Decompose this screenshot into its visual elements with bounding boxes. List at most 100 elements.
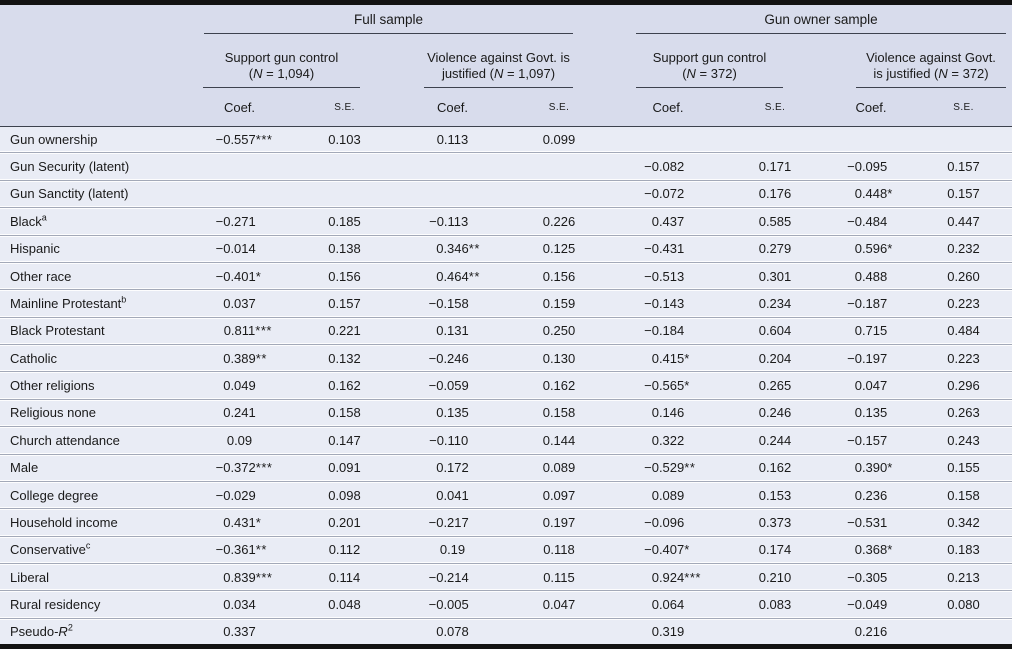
cell-value: 0.431 * xyxy=(223,514,262,530)
row-separator-line xyxy=(0,617,1012,619)
coef-cell: 0.19 xyxy=(400,542,505,557)
cell-value: 0.158 xyxy=(328,405,361,421)
cell-value: −0.484 xyxy=(847,213,888,229)
cell-value: 0.488 xyxy=(854,268,888,284)
se-cell: 0.118 xyxy=(505,542,613,557)
coef-cell: 0.337 xyxy=(190,624,289,639)
coef-cell: 0.437 xyxy=(613,214,723,229)
cell-value: 0.232 xyxy=(947,241,980,257)
significance-stars: ** xyxy=(468,241,480,257)
cell-value: 0.448 * xyxy=(854,186,893,202)
se-cell: 0.158 xyxy=(915,488,1012,503)
cell-value: 0.415 * xyxy=(651,350,690,366)
row-separator-line xyxy=(0,398,1012,400)
label-segment: Pseudo- xyxy=(10,624,59,640)
se-cell: 0.158 xyxy=(505,405,613,420)
se-cell: 0.097 xyxy=(505,488,613,503)
se-cell: 0.099 xyxy=(505,132,613,147)
cell-value: 0.201 xyxy=(328,514,361,530)
subgroup-header-line: is justified (N = 372) xyxy=(856,66,1006,82)
row-label: Pseudo-R2 xyxy=(0,623,190,640)
cell-value: 0.135 xyxy=(854,405,888,421)
cell-value: −0.197 xyxy=(847,350,888,366)
cell-value: −0.157 xyxy=(847,432,888,448)
label-segment: Gun Security (latent) xyxy=(10,159,130,175)
coef-cell: 0.135 xyxy=(400,405,505,420)
group-header: Gun owner sample xyxy=(636,5,1006,34)
coef-cell: 0.049 xyxy=(190,378,289,393)
se-cell: 0.246 xyxy=(723,405,827,420)
cell-value: 0.157 xyxy=(947,159,980,175)
row-separator xyxy=(0,452,1012,456)
cell-value: 0.091 xyxy=(328,460,361,476)
label-segment: College degree xyxy=(10,487,99,503)
significance-stars: * xyxy=(255,514,262,530)
row-separator-line xyxy=(0,480,1012,482)
coef-cell: 0.448 * xyxy=(827,186,915,201)
row-label: Liberal xyxy=(0,570,190,585)
cell-value: −0.565 * xyxy=(644,378,690,394)
cell-value: 0.223 xyxy=(947,350,980,366)
cell-value: 0.162 xyxy=(758,460,792,476)
coef-cell: 0.089 xyxy=(613,488,723,503)
coef-cell: −0.143 xyxy=(613,296,723,311)
label-segment: Violence against Govt. is xyxy=(427,50,570,65)
coef-cell: 0.037 xyxy=(190,296,289,311)
coef-cell: −0.214 xyxy=(400,570,505,585)
significance-stars: ** xyxy=(255,350,267,366)
se-cell: 0.244 xyxy=(723,433,827,448)
cell-value: 0.158 xyxy=(542,405,576,421)
cell-value: 0.049 xyxy=(223,378,256,394)
table-row: Conservativec −0.361 ** 0.112 0.19 0.118 −0.40… xyxy=(0,537,1012,562)
coef-cell: −0.095 xyxy=(827,159,915,174)
label-segment: Church attendance xyxy=(10,432,120,448)
coef-cell: 0.113 xyxy=(400,132,505,147)
subgroup-header-line: Support gun control xyxy=(203,50,360,66)
row-label: Black Protestant xyxy=(0,323,190,338)
se-cell: 0.162 xyxy=(289,378,400,393)
se-cell: 0.243 xyxy=(915,433,1012,448)
subgroup-header: Support gun control (N = 372) xyxy=(636,34,783,88)
column-header-se: S.E. xyxy=(334,101,355,113)
row-separator-line xyxy=(0,563,1012,564)
cell-value: 0.138 xyxy=(328,241,361,257)
cell-value: 0.234 xyxy=(758,295,792,311)
label-segment: Black Protestant xyxy=(10,323,105,339)
se-cell: 0.115 xyxy=(505,570,613,585)
table-row: Gun ownership −0.557 *** 0.103 0.113 0.099 xyxy=(0,127,1012,152)
table-row: Rural residency 0.034 0.048 −0.005 0.047 0.06… xyxy=(0,592,1012,617)
label-segment: 2 xyxy=(67,623,73,634)
se-cell: 0.185 xyxy=(289,214,400,229)
subgroup-header-line: (N = 1,094) xyxy=(203,66,360,82)
cell-value: 0.159 xyxy=(542,295,576,311)
row-separator-line xyxy=(0,344,1012,345)
se-cell: 0.604 xyxy=(723,323,827,338)
cell-value: −0.431 xyxy=(644,241,685,257)
se-cell: 0.156 xyxy=(289,269,400,284)
coef-cell: −0.271 xyxy=(190,214,289,229)
coef-cell: −0.187 xyxy=(827,296,915,311)
cell-value: −0.110 xyxy=(429,432,469,448)
coef-cell: −0.484 xyxy=(827,214,915,229)
table-row: Church attendance 0.09 0.147 −0.110 0.144 0.3… xyxy=(0,428,1012,453)
significance-stars: * xyxy=(887,542,893,558)
cell-value: 0.265 xyxy=(758,378,792,394)
significance-stars: *** xyxy=(255,460,273,476)
minus-sign: − xyxy=(847,213,855,229)
cell-value: 0.197 xyxy=(542,514,576,530)
cell-value: 0.241 xyxy=(223,405,256,421)
cell-value: −0.049 xyxy=(847,597,888,613)
coef-cell: −0.372 *** xyxy=(190,460,289,475)
row-separator-line xyxy=(0,289,1012,291)
subgroup-header: Violence against Govt. is justified (N = … xyxy=(424,34,573,88)
coef-cell: −0.217 xyxy=(400,515,505,530)
coef-cell: 0.078 xyxy=(400,624,505,639)
coef-cell: 0.064 xyxy=(613,597,723,612)
se-cell: 0.296 xyxy=(915,378,1012,393)
cell-value: 0.080 xyxy=(947,597,980,613)
label-segment: a xyxy=(41,212,47,223)
cell-value: 0.097 xyxy=(542,487,576,503)
se-cell: 0.232 xyxy=(915,241,1012,256)
cell-value: 0.146 xyxy=(651,405,685,421)
se-cell: 0.204 xyxy=(723,351,827,366)
